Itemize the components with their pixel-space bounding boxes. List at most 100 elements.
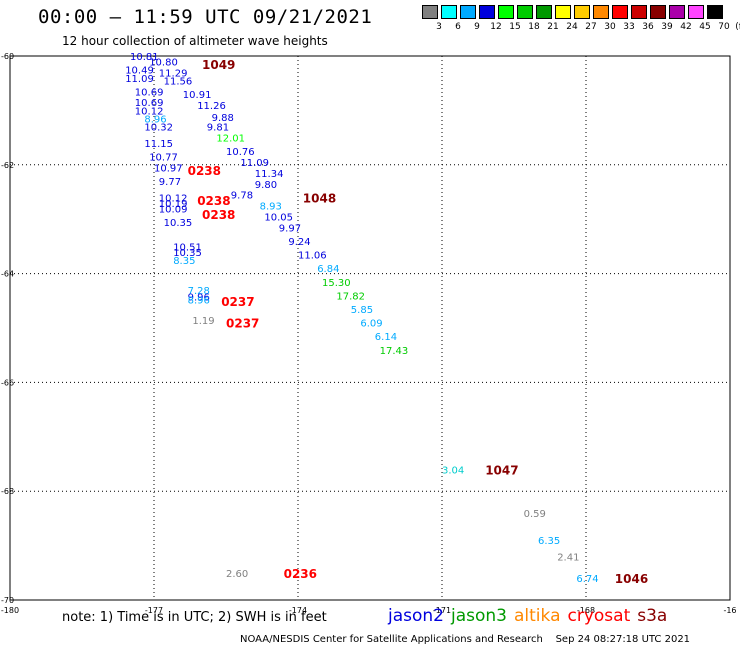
wave-height-point: 5.85: [351, 305, 373, 316]
wave-height-point: 0.59: [524, 509, 546, 520]
legend-label: 70: [718, 22, 730, 32]
wave-height-point: 10.35: [173, 248, 202, 259]
x-tick-label: -180: [1, 606, 19, 615]
satellite-key: jason2 jason3 altika cryosat s3a: [388, 606, 674, 626]
legend-label: 3: [436, 22, 442, 32]
wave-height-point: 9.80: [255, 180, 277, 191]
legend-swatch: [441, 5, 457, 19]
satellite-jason2: jason2: [388, 606, 444, 626]
wave-height-point: 8.35: [173, 256, 195, 267]
legend-swatch: [536, 5, 552, 19]
wave-height-point: 9.77: [159, 177, 181, 188]
legend-label: 9: [474, 22, 480, 32]
wave-height-point: 2.60: [226, 569, 248, 580]
wave-height-point: 6.35: [538, 536, 560, 547]
plot-frame: [9, 55, 731, 601]
wave-height-point: 10.76: [226, 147, 255, 158]
axis-ticks: -180 -177 -174 -171 -168 -16 -60 -62 -64 -66 -68 -7…: [1, 52, 737, 615]
wave-height-point: 9.88: [212, 113, 234, 124]
wave-height-point: 11.29: [159, 68, 188, 79]
wave-height-point: 11.09: [125, 74, 154, 85]
wave-height-point: 10.97: [154, 164, 183, 175]
legend-label: 39: [661, 22, 673, 32]
legend-swatch: [422, 5, 438, 19]
legend-swatch: [555, 5, 571, 19]
legend-label: 18: [528, 22, 540, 32]
wave-height-point: 3.04: [442, 465, 464, 476]
wave-height-point: 2.41: [557, 552, 579, 563]
chart-title: 00:00 – 11:59 UTC 09/21/2021: [38, 6, 373, 28]
x-tick-label: -177: [145, 606, 163, 615]
legend-label: 15: [509, 22, 521, 32]
wave-height-point: 8.93: [260, 202, 282, 213]
satellite-jason3: jason3: [451, 606, 507, 626]
legend-swatch: [688, 5, 704, 19]
wave-height-point: 10.12: [135, 106, 164, 117]
chart-subtitle: 12 hour collection of altimeter wave hei…: [62, 34, 328, 48]
wave-height-point: 9.96: [188, 292, 210, 303]
legend-label: 27: [585, 22, 597, 32]
satellite-s3a: s3a: [637, 606, 668, 626]
wave-height-point: 17.82: [336, 291, 365, 302]
wave-height-point: 15.30: [322, 278, 351, 289]
footnote: note: 1) Time is in UTC; 2) SWH is in fe…: [62, 610, 327, 625]
legend-swatch: [574, 5, 590, 19]
legend-label: 6: [455, 22, 461, 32]
wave-height-point: 11.15: [144, 139, 173, 150]
wave-height-point: 6.09: [360, 319, 382, 330]
wave-height-point: 8.96: [188, 296, 210, 307]
legend-swatch: [650, 5, 666, 19]
wave-height-point: 17.43: [380, 346, 409, 357]
pass-time-label: 1048: [303, 191, 336, 205]
y-tick-label: -70: [1, 596, 14, 605]
wave-height-point: 9.24: [288, 237, 310, 248]
wave-height-point: 10.19: [159, 199, 188, 210]
wave-height-point: 11.56: [164, 76, 193, 87]
wave-height-point: 7.28: [188, 286, 210, 297]
legend-swatch: [498, 5, 514, 19]
wave-height-point: 10.09: [159, 204, 188, 215]
pass-time-label: 0238: [197, 194, 230, 208]
y-tick-label: -68: [1, 487, 14, 496]
wave-height-point: 8.96: [144, 115, 166, 126]
pass-time-label: 0236: [284, 567, 317, 581]
wave-height-point: 11.09: [240, 158, 269, 169]
y-tick-label: -60: [1, 52, 14, 61]
legend-unit: (ft): [735, 22, 740, 32]
wave-height-point: 10.91: [183, 90, 212, 101]
legend-label: 33: [623, 22, 635, 32]
x-tick-label: -168: [577, 606, 595, 615]
legend-label: 21: [547, 22, 559, 32]
wave-height-point: 10.77: [149, 153, 178, 164]
legend-label: 12: [490, 22, 502, 32]
wave-height-point: 6.84: [317, 264, 339, 275]
wave-height-point: 10.51: [173, 242, 202, 253]
wave-height-point: 9.78: [231, 191, 253, 202]
grid-lines: [10, 56, 730, 600]
y-tick-label: -64: [1, 270, 14, 279]
x-tick-label: -16: [723, 606, 736, 615]
satellite-cryosat: cryosat: [567, 606, 631, 626]
wave-height-point: 6.14: [375, 332, 397, 343]
legend-swatch: [479, 5, 495, 19]
legend-label: 45: [699, 22, 711, 32]
wave-height-point: 10.32: [144, 123, 173, 134]
legend-swatch: [517, 5, 533, 19]
pass-time-label: 0237: [221, 295, 254, 309]
legend-label: 30: [604, 22, 616, 32]
legend-swatch: [631, 5, 647, 19]
legend-label: 42: [680, 22, 692, 32]
pass-time-label: 0237: [226, 317, 259, 331]
satellite-altika: altika: [514, 606, 561, 626]
wave-height-point: 10.80: [149, 57, 178, 68]
wave-height-point: 10.12: [159, 193, 188, 204]
pass-time-label: 1046: [615, 572, 648, 586]
wave-height-point: 10.49: [125, 66, 154, 77]
x-tick-label: -171: [433, 606, 451, 615]
wave-height-point: 9.81: [207, 123, 229, 134]
legend-swatch: [460, 5, 476, 19]
wave-height-point: 10.69: [135, 87, 164, 98]
x-tick-label: -174: [289, 606, 307, 615]
wave-height-point: 10.69: [135, 98, 164, 109]
